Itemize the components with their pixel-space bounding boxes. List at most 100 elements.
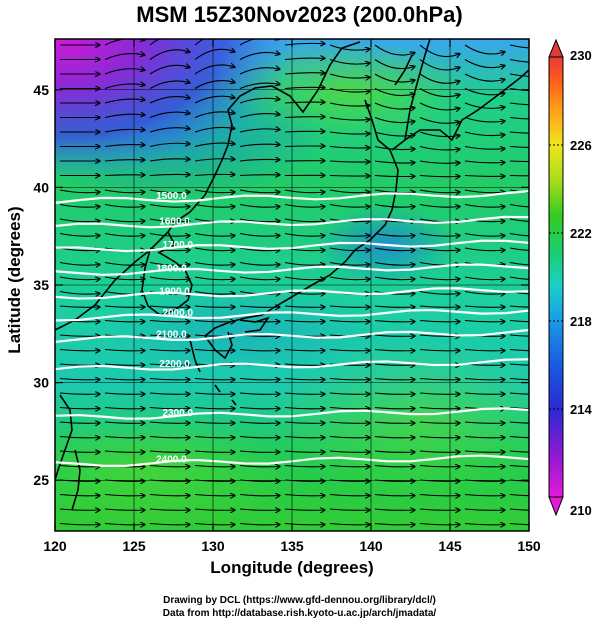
wind-arrow xyxy=(104,69,145,75)
wind-arrow xyxy=(104,54,145,61)
wind-arrow xyxy=(374,379,415,380)
wind-arrow xyxy=(59,190,100,193)
wind-arrow xyxy=(284,466,325,467)
wind-arrow xyxy=(149,466,190,467)
wind-arrow xyxy=(374,176,415,177)
wind-arrow xyxy=(464,524,505,525)
wind-arrow xyxy=(59,524,100,525)
wind-arrow xyxy=(239,129,280,133)
colorbar-min-arrow xyxy=(548,496,564,517)
wind-arrow xyxy=(464,102,505,108)
wind-arrow xyxy=(419,466,460,467)
x-tick-label: 140 xyxy=(359,538,383,554)
wind-arrow xyxy=(239,451,280,452)
wind-arrow xyxy=(419,306,460,307)
wind-arrow xyxy=(419,292,460,295)
credit-data: Data from http://database.rish.kyoto-u.a… xyxy=(162,608,437,619)
wind-arrow xyxy=(104,495,145,496)
wind-arrow xyxy=(149,65,190,75)
wind-arrow xyxy=(149,422,190,423)
wind-arrow xyxy=(509,334,529,337)
wind-arrow xyxy=(149,81,190,89)
y-tick-label: 35 xyxy=(33,277,49,293)
wind-arrow xyxy=(509,189,529,193)
wind-arrow xyxy=(239,524,280,525)
wind-arrow xyxy=(149,159,190,161)
y-tick-label: 40 xyxy=(33,179,49,195)
wind-arrow xyxy=(464,205,505,208)
wind-arrow xyxy=(194,112,235,119)
wind-arrow xyxy=(509,44,529,49)
wind-arrow xyxy=(284,73,325,74)
coastlines xyxy=(55,39,529,511)
wind-arrow xyxy=(239,509,280,510)
wind-arrow xyxy=(419,408,460,409)
contour-label: 2400.0 xyxy=(156,455,187,466)
wind-arrow xyxy=(284,306,325,307)
wind-arrow xyxy=(239,234,280,237)
wind-arrow xyxy=(149,524,190,525)
wind-arrow xyxy=(374,335,415,336)
wind-arrow xyxy=(194,422,235,423)
wind-arrow xyxy=(374,321,415,322)
wind-arrow xyxy=(464,292,505,295)
wind-arrow xyxy=(329,132,370,134)
wind-arrow xyxy=(509,247,529,251)
wind-arrow xyxy=(509,232,529,237)
x-tick-label: 150 xyxy=(517,538,541,554)
wind-arrow xyxy=(419,422,460,423)
wind-arrow xyxy=(329,176,370,177)
wind-arrow xyxy=(239,248,280,251)
wind-arrow xyxy=(104,234,145,237)
wind-arrow xyxy=(374,306,415,307)
wind-arrow xyxy=(104,393,145,394)
wind-arrow xyxy=(104,99,145,104)
wind-arrow xyxy=(284,117,325,118)
wind-arrow xyxy=(284,364,325,365)
wind-arrow xyxy=(104,379,145,380)
wind-arrow xyxy=(149,306,190,307)
wind-arrow xyxy=(374,102,415,109)
wind-arrow xyxy=(239,83,280,90)
wind-arrow xyxy=(284,379,325,380)
wind-arrow xyxy=(59,219,100,222)
wind-arrow xyxy=(104,524,145,525)
wind-arrow xyxy=(329,58,370,65)
colorbar-tick-label: 226 xyxy=(570,138,592,153)
wind-arrow xyxy=(419,451,460,452)
y-axis-label: Latitude (degrees) xyxy=(5,206,24,354)
wind-arrow xyxy=(509,73,529,77)
wind-arrow xyxy=(149,219,190,222)
wind-arrow xyxy=(329,263,370,266)
wind-arrow xyxy=(284,234,325,237)
wind-arrow xyxy=(419,379,460,380)
wind-arrow xyxy=(239,52,280,60)
wind-arrow xyxy=(374,88,415,96)
wind-arrow xyxy=(329,437,370,438)
colorbar-tick-label: 222 xyxy=(570,226,592,241)
wind-arrow xyxy=(59,205,100,208)
wind-arrow xyxy=(509,102,529,106)
wind-arrow xyxy=(284,58,325,59)
contour-label: 1500.0 xyxy=(156,191,187,202)
wind-arrow xyxy=(419,248,460,251)
wind-arrow xyxy=(284,437,325,438)
wind-arrow xyxy=(509,131,529,134)
wind-arrow xyxy=(104,437,145,438)
wind-arrow xyxy=(374,451,415,452)
wind-arrow xyxy=(329,466,370,467)
wind-arrow xyxy=(149,205,190,208)
wind-arrow xyxy=(194,292,235,295)
wind-arrow xyxy=(239,379,280,380)
wind-arrow xyxy=(239,350,280,351)
wind-arrow xyxy=(194,306,235,307)
contour-label: 2300.0 xyxy=(162,408,193,419)
wind-arrow xyxy=(239,159,280,161)
wind-arrow xyxy=(104,129,145,132)
contour-label: 2100.0 xyxy=(156,330,187,341)
wind-arrow xyxy=(149,112,190,119)
colorbar-tick-label: 214 xyxy=(570,402,592,417)
wind-arrow xyxy=(149,408,190,409)
wind-arrow xyxy=(419,44,460,57)
wind-arrow xyxy=(194,379,235,380)
